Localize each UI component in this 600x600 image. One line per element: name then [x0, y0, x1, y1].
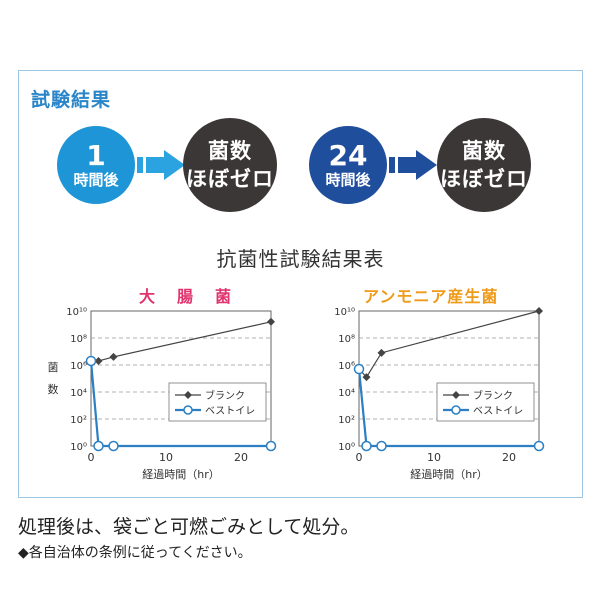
- data-point: [376, 440, 387, 452]
- data-point: [94, 356, 103, 365]
- disposal-note: 処理後は、袋ごと可燃ごみとして処分。: [18, 516, 360, 538]
- legend-label: ブランク: [205, 389, 245, 402]
- chart-title-ecoli: 大 腸 菌: [139, 287, 235, 306]
- data-point: [353, 363, 365, 375]
- y-tick-label: 10⁶: [70, 361, 87, 372]
- plot-area: [90, 310, 272, 447]
- x-tick-label: 20: [234, 451, 248, 464]
- series-line: [89, 360, 271, 448]
- plot-area: [358, 310, 540, 447]
- result-line1: 菌数: [462, 139, 506, 163]
- series-line: [357, 368, 539, 448]
- y-tick-label: 10²: [70, 415, 87, 426]
- result-circle-2: 菌数 ほぼゼロ: [437, 118, 531, 212]
- results-panel: 試験結果 1 時間後 菌数 ほぼゼロ 24 時間後 菌数 ほぼゼロ 抗菌性試験結…: [18, 70, 583, 498]
- time-number: 1: [86, 139, 106, 172]
- time-number: 24: [328, 139, 368, 172]
- result-line2: ほぼゼロ: [186, 167, 274, 191]
- legend-marker: [183, 405, 193, 415]
- chart-title-ammonia: アンモニア産生菌: [363, 287, 499, 306]
- legend-label: ブランク: [473, 389, 513, 402]
- legend-box: [436, 382, 535, 422]
- y-tick-label: 10⁰: [70, 442, 87, 453]
- y-axis-label: 数: [48, 383, 59, 396]
- data-point: [85, 355, 97, 367]
- data-point: [361, 440, 372, 452]
- x-axis-label: 経過時間（hr）: [410, 468, 488, 481]
- y-tick-label: 10⁰: [338, 442, 355, 453]
- x-tick-label: 20: [502, 451, 516, 464]
- regulation-note: ◆各自治体の条例に従ってください。: [18, 545, 252, 561]
- series-line: [358, 310, 540, 379]
- y-tick-label: 10¹⁰: [334, 307, 355, 318]
- y-tick-label: 10⁴: [338, 388, 355, 399]
- y-tick-label: 10⁴: [70, 388, 87, 399]
- arrow-right-icon: [137, 150, 185, 180]
- result-line1: 菌数: [208, 139, 252, 163]
- time-circle-1h: 1 時間後: [57, 126, 135, 204]
- legend-marker: [452, 391, 460, 399]
- x-tick-label: 10: [159, 451, 173, 464]
- section-title: 試験結果: [31, 89, 112, 111]
- data-point: [265, 440, 277, 452]
- y-tick-label: 10²: [338, 415, 355, 426]
- result-line2: ほぼゼロ: [440, 167, 528, 191]
- y-tick-label: 10⁸: [338, 334, 355, 345]
- data-point: [377, 348, 386, 357]
- x-tick-label: 0: [356, 451, 363, 464]
- time-circle-24h: 24 時間後: [309, 126, 387, 204]
- data-point: [93, 440, 104, 452]
- chart-ecoli: 10⁰ 10² 10⁴ 10⁶ 10⁸ 10¹⁰ 0 10 20 経過時間（hr） 菌数 ブランクベス…: [48, 307, 277, 481]
- legend-marker: [451, 405, 461, 415]
- chart-ammonia: 10⁰ 10² 10⁴ 10⁶ 10⁸ 10¹⁰ 0 10 20 経過時間（hr） ブランクベストイ…: [334, 307, 545, 481]
- data-point: [533, 440, 545, 452]
- y-tick-label: 10¹⁰: [66, 307, 87, 318]
- time-unit: 時間後: [325, 171, 371, 189]
- legend-label: ベストイレ: [205, 405, 255, 417]
- table-title: 抗菌性試験結果表: [216, 247, 385, 271]
- legend-box: [168, 382, 267, 422]
- arrow-right-icon: [389, 150, 437, 180]
- time-unit: 時間後: [73, 171, 119, 189]
- result-circle-1: 菌数 ほぼゼロ: [183, 118, 277, 212]
- data-point: [535, 307, 543, 315]
- y-axis-label: 菌: [48, 361, 59, 374]
- y-tick-label: 10⁸: [70, 334, 87, 345]
- legend-marker: [184, 391, 192, 399]
- data-point: [108, 440, 119, 452]
- data-point: [109, 352, 118, 361]
- y-tick-label: 10⁶: [338, 361, 355, 372]
- x-axis-label: 経過時間（hr）: [142, 468, 220, 481]
- legend-label: ベストイレ: [473, 405, 523, 417]
- data-point: [362, 373, 371, 382]
- data-point: [267, 317, 275, 326]
- x-tick-label: 10: [427, 451, 441, 464]
- x-tick-label: 0: [88, 451, 95, 464]
